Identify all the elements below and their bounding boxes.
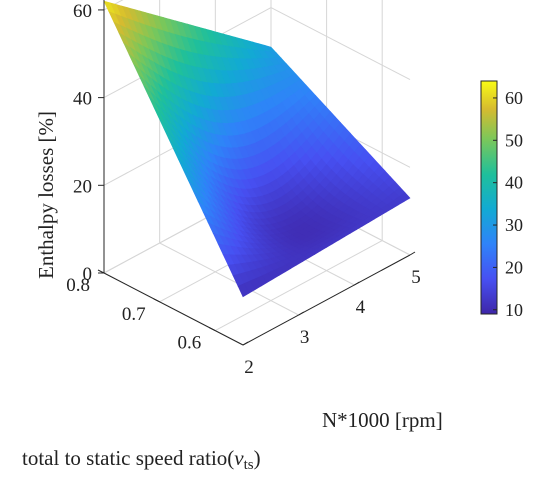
surface-patch <box>237 283 250 298</box>
y-axis-label-symbol: ν <box>234 446 244 470</box>
surface-plot <box>103 0 411 298</box>
axes-lines <box>103 0 411 346</box>
grid-line-x <box>159 242 299 316</box>
z-tick-label: 0 <box>83 264 93 285</box>
x-tick-label: 3 <box>300 327 310 348</box>
z-tick-label: 60 <box>73 1 92 22</box>
y-tick-label: 0.7 <box>122 304 146 325</box>
colorbar-tick-label: 60 <box>505 88 523 108</box>
colorbar: 10 20 30 40 50 60 <box>480 80 523 320</box>
y-axis-line <box>103 272 244 346</box>
x-tick-mark <box>409 251 416 256</box>
colorbar-tick-label: 50 <box>505 130 523 150</box>
z-tick-label: 20 <box>73 176 92 197</box>
x-axis-label: N*1000 [rpm] <box>322 408 443 432</box>
y-axis-label-subscript: ts <box>243 457 254 473</box>
grid-line-z <box>270 7 411 81</box>
y-tick-label: 0.6 <box>177 333 201 354</box>
x-tick-mark <box>298 311 304 316</box>
x-tick-label: 5 <box>411 267 421 288</box>
x-axis-line <box>242 254 411 346</box>
grid-line-y <box>214 240 383 332</box>
y-axis-label-text: total to static speed ratio( <box>22 446 235 470</box>
x-tick-mark <box>242 341 249 346</box>
y-axis-label: total to static speed ratio(νts) <box>22 446 261 474</box>
x-tick-mark <box>354 281 360 286</box>
y-tick-label: 0.8 <box>66 275 90 296</box>
colorbar-tick-label: 10 <box>505 300 523 320</box>
x-tick-label: 2 <box>244 357 254 378</box>
colorbar-tick-label: 40 <box>505 173 523 193</box>
x-tick-label: 4 <box>356 297 366 318</box>
colorbar-tick-label: 20 <box>505 257 523 277</box>
z-axis-label: Enthalpy losses [%] <box>34 111 58 279</box>
y-tick-mark <box>153 298 160 303</box>
y-tick-mark <box>208 327 216 332</box>
y-axis-label-close: ) <box>253 446 261 470</box>
colorbar-gradient <box>480 80 498 315</box>
colorbar-tick-label: 30 <box>505 215 523 235</box>
z-tick-label: 40 <box>73 89 92 110</box>
tick-labels: 2 3 4 5 0.6 0.7 0.80 20 40 60 <box>66 1 421 378</box>
